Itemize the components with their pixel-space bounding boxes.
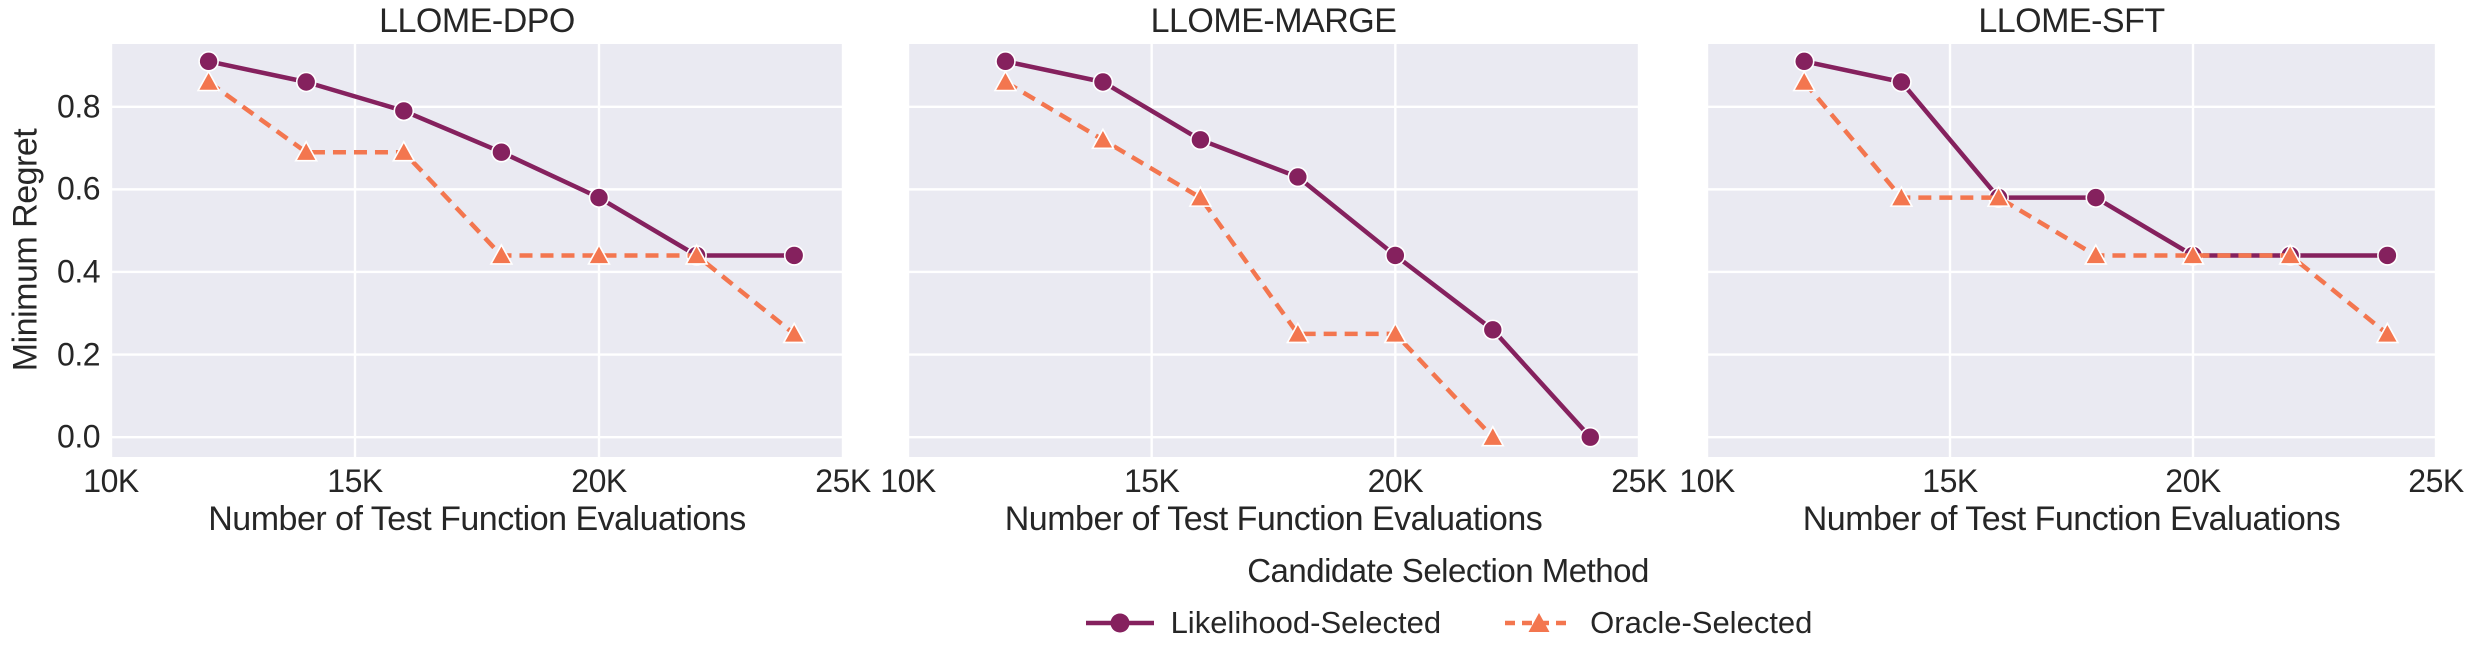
subplot-title-llome-dpo: LLOME-DPO (379, 2, 575, 40)
x-tick-label: 10K (880, 463, 936, 499)
x-tick-label: 15K (1922, 463, 1978, 499)
x-tick-label: 25K (815, 463, 871, 499)
plot-area-llome-sft (1707, 44, 2436, 457)
x-tick-label: 20K (1367, 463, 1424, 499)
y-axis-label: Minimum Regret (6, 128, 45, 372)
plot-area-llome-marge (908, 44, 1639, 457)
legend: Candidate Selection Method Likelihood-Se… (1058, 552, 1838, 641)
y-tick-label: 0.2 (57, 336, 100, 373)
y-tick-label: 0.8 (57, 88, 100, 125)
subplot-title-llome-sft: LLOME-SFT (1978, 2, 2165, 40)
x-axis-label-llome-dpo: Number of Test Function Evaluations (208, 500, 746, 538)
x-tick-label: 20K (2165, 463, 2221, 499)
x-tick-label: 15K (327, 463, 383, 499)
legend-title: Candidate Selection Method (1247, 552, 1649, 589)
legend-label: Likelihood-Selected (1170, 605, 1442, 640)
dashed-line-triangle-marker-icon (1505, 613, 1574, 632)
legend-label: Oracle-Selected (1590, 605, 1813, 640)
legend-entries: Likelihood-Selected Oracle-Selected (1058, 605, 1838, 641)
legend-entry-likelihood-selected: Likelihood-Selected (1084, 605, 1442, 641)
x-tick-label: 15K (1123, 463, 1180, 499)
x-tick-label: 25K (1611, 463, 1667, 499)
x-tick-label: 10K (83, 463, 139, 499)
x-tick-label: 20K (571, 463, 627, 499)
solid-line-circle-marker-icon (1085, 613, 1154, 633)
x-axis-label-llome-marge: Number of Test Function Evaluations (1004, 500, 1543, 538)
y-tick-label: 0.4 (57, 253, 100, 290)
x-tick-label: 25K (2408, 463, 2464, 499)
x-axis-label-llome-sft: Number of Test Function Evaluations (1802, 500, 2341, 538)
y-tick-label: 0.0 (57, 418, 100, 455)
subplot-title-llome-marge: LLOME-MARGE (1150, 2, 1397, 40)
x-tick-label: 10K (1679, 463, 1735, 499)
plot-area-llome-dpo (111, 44, 843, 457)
legend-entry-oracle-selected: Oracle-Selected (1503, 605, 1812, 641)
y-tick-label: 0.6 (57, 170, 100, 207)
